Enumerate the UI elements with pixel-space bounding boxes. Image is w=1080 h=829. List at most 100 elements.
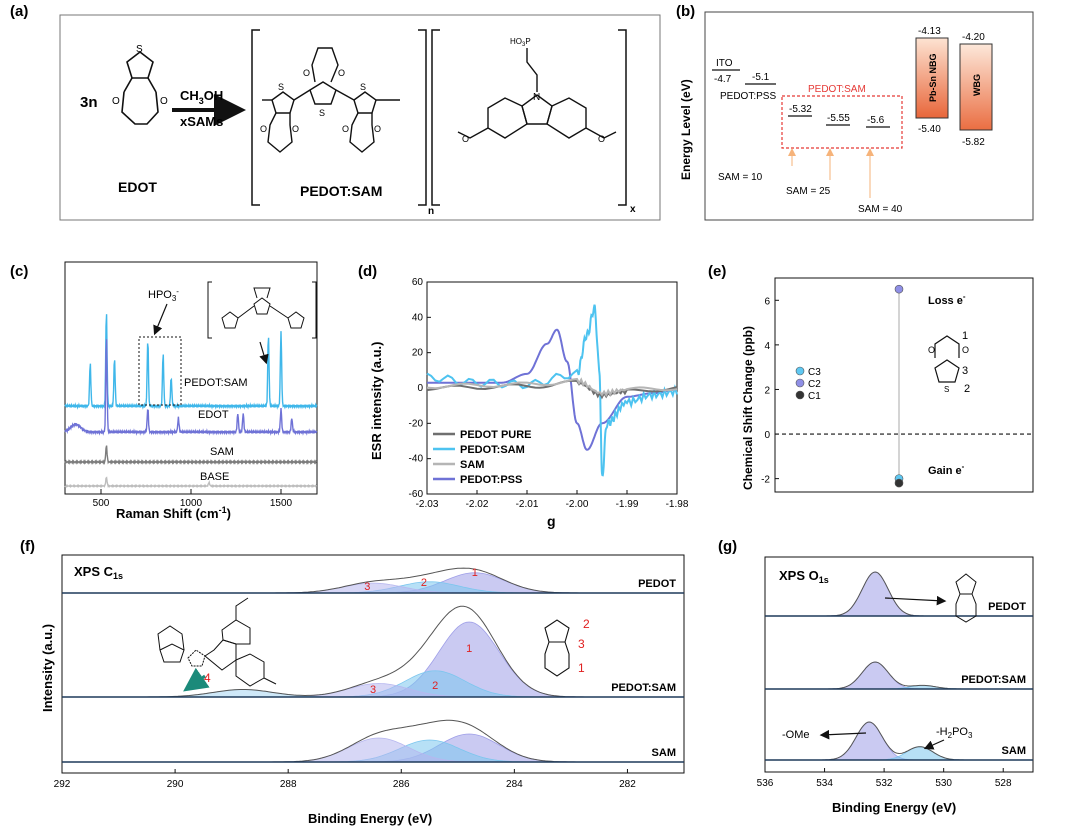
xps-o-pedot-arrow <box>884 595 947 606</box>
product-name: PEDOT:SAM <box>300 183 382 199</box>
raman-x-tick-label-1: 500 <box>93 498 110 509</box>
raman-curve-label-1: PEDOT:SAM <box>184 377 248 389</box>
esr-curves <box>426 304 678 477</box>
ito-name: ITO <box>716 58 733 69</box>
shift-plot-frame <box>774 277 1034 493</box>
gain-electron-label: Gain e- <box>928 462 965 477</box>
sam-note-3: SAM = 40 <box>858 204 903 215</box>
raman-curve-labels: PEDOT:SAM EDOT SAM BASE <box>184 377 248 483</box>
panel-label-e: (e) <box>708 263 726 280</box>
xps-x-tick-label-5: 528 <box>995 778 1012 789</box>
trimer-o-atom-6: O <box>374 124 381 134</box>
shift-point-c2 <box>894 284 904 294</box>
edot-structure <box>121 50 159 125</box>
xps-peak-label-1: 1 <box>472 567 478 579</box>
trimer-o-atom-2: O <box>292 124 299 134</box>
sam-note-2: SAM = 25 <box>786 186 831 197</box>
esr-y-axis-label: ESR intensity (a.u.) <box>369 342 384 460</box>
xps-c-x-ticks: 292 290 288 286 284 282 <box>54 769 636 790</box>
esr-y-tick-label-7: 60 <box>412 277 424 288</box>
shift-y-axis-label: Chemical Shift Change (ppb) <box>741 326 755 490</box>
raman-curves <box>64 314 318 489</box>
h2po3-label: -H2PO3 <box>936 726 973 740</box>
esr-x-tick-label-3: -2.01 <box>516 499 539 510</box>
xps-o-title: XPS O1s <box>779 568 829 585</box>
raman-curve-1 <box>64 314 318 410</box>
pedotpss-name: PEDOT:PSS <box>720 91 776 102</box>
xps-peak-label-5: 2 <box>432 680 438 692</box>
raman-curve-3 <box>64 445 318 466</box>
xps-c-atom-label-3: 3 <box>578 637 585 651</box>
edot-numbered-o-left: O <box>928 345 935 355</box>
hpo3-highlight-box <box>138 336 182 406</box>
esr-y-tick-label-1: -60 <box>409 489 424 500</box>
h2po3-arrow <box>923 739 945 750</box>
esr-legend-label-2: PEDOT:SAM <box>460 444 525 456</box>
xps-o-x-ticks: 536 534 532 530 528 <box>757 768 1012 789</box>
xps-peak-label-2: 2 <box>421 577 427 589</box>
ome-arrow <box>819 729 867 740</box>
shift-y-tick-label-3: 2 <box>764 385 770 396</box>
trimer-o-atom-5: O <box>342 124 349 134</box>
esr-legend: PEDOT PURE PEDOT:SAM SAM PEDOT:PSS <box>433 429 532 486</box>
xps-x-tick-label-3: 532 <box>876 778 893 789</box>
atom-label-2: 2 <box>964 383 970 395</box>
trimer-s-atom-2: S <box>319 108 325 118</box>
esr-y-tick-label-4: 0 <box>417 383 423 394</box>
esr-x-tick-label-6: -1.98 <box>666 499 689 510</box>
xps-curve-label-1: PEDOT <box>988 601 1026 613</box>
wbg-band <box>959 43 993 131</box>
shift-y-tick-label-1: -2 <box>761 475 770 486</box>
subscript-n: n <box>428 206 434 217</box>
panel-label-a: (a) <box>10 3 28 20</box>
phosphonate-group: HO3P <box>510 37 531 48</box>
subscript-x: x <box>630 204 636 215</box>
xps-x-tick-label-1: 536 <box>757 778 774 789</box>
energy-axis-label: Energy Level (eV) <box>679 79 693 180</box>
esr-curve-4 <box>426 377 678 398</box>
carbazole-o-atom-left: O <box>462 134 469 144</box>
esr-y-tick-label-3: -20 <box>409 418 424 429</box>
c4-arrow <box>183 667 210 692</box>
panel-label-b: (b) <box>676 3 695 20</box>
reagent-top: CH3OH <box>180 88 223 106</box>
atom-label-3: 3 <box>962 365 968 377</box>
xps-peak-label-4: 1 <box>466 643 472 655</box>
esr-legend-label-3: SAM <box>460 459 484 471</box>
ito-value: -4.7 <box>714 74 732 85</box>
shift-y-tick-label-4: 4 <box>764 341 770 352</box>
pedot-peak-arrow <box>259 341 269 365</box>
trimer-o-atom-1: O <box>260 124 267 134</box>
edot-inset-structure-g <box>955 573 977 623</box>
atom-label-1: 1 <box>962 330 968 342</box>
raman-curve-label-2: EDOT <box>198 409 229 421</box>
xps-curve-label-3: SAM <box>1002 745 1026 757</box>
shift-axes: -2 0 2 4 6 <box>761 296 1033 486</box>
xps-o-x-axis-label: Binding Energy (eV) <box>832 800 956 815</box>
xps-component-3-3 <box>62 737 684 763</box>
nbg-band <box>915 37 949 119</box>
wbg-top-value: -4.20 <box>962 32 985 43</box>
raman-x-axis-label: Raman Shift (cm-1) <box>116 505 231 521</box>
xps-x-tick-label-4: 286 <box>393 779 410 790</box>
raman-curve-4 <box>64 476 318 489</box>
bracket-right-1 <box>418 29 427 206</box>
pedotsam-levels-box <box>781 95 903 149</box>
raman-x-tick-label-3: 1500 <box>270 498 293 509</box>
trimer-o-atom-3: O <box>303 68 310 78</box>
xps-peak-label-3: 3 <box>364 581 370 593</box>
esr-x-tick-label-2: -2.02 <box>466 499 489 510</box>
esr-y-tick-label-2: -40 <box>409 454 424 465</box>
sam-levels: -5.32 SAM = 10 -5.55 SAM = 25 -5.6 SAM = 40 <box>718 104 903 215</box>
wbg-name: WBG <box>972 74 982 96</box>
nbg-name: Pb-Sn NBG <box>928 54 938 103</box>
xps-x-tick-label-1: 292 <box>54 779 71 790</box>
reactant-coefficient: 3n <box>80 94 98 111</box>
esr-x-axis-label: g <box>547 513 556 529</box>
edot-numbered-o-right: O <box>962 345 969 355</box>
ome-label: -OMe <box>782 729 810 741</box>
sam-level-value-2: -5.55 <box>827 113 850 124</box>
xps-component-1-3 <box>62 582 684 594</box>
pedot-sam-inset-structure <box>157 597 277 687</box>
